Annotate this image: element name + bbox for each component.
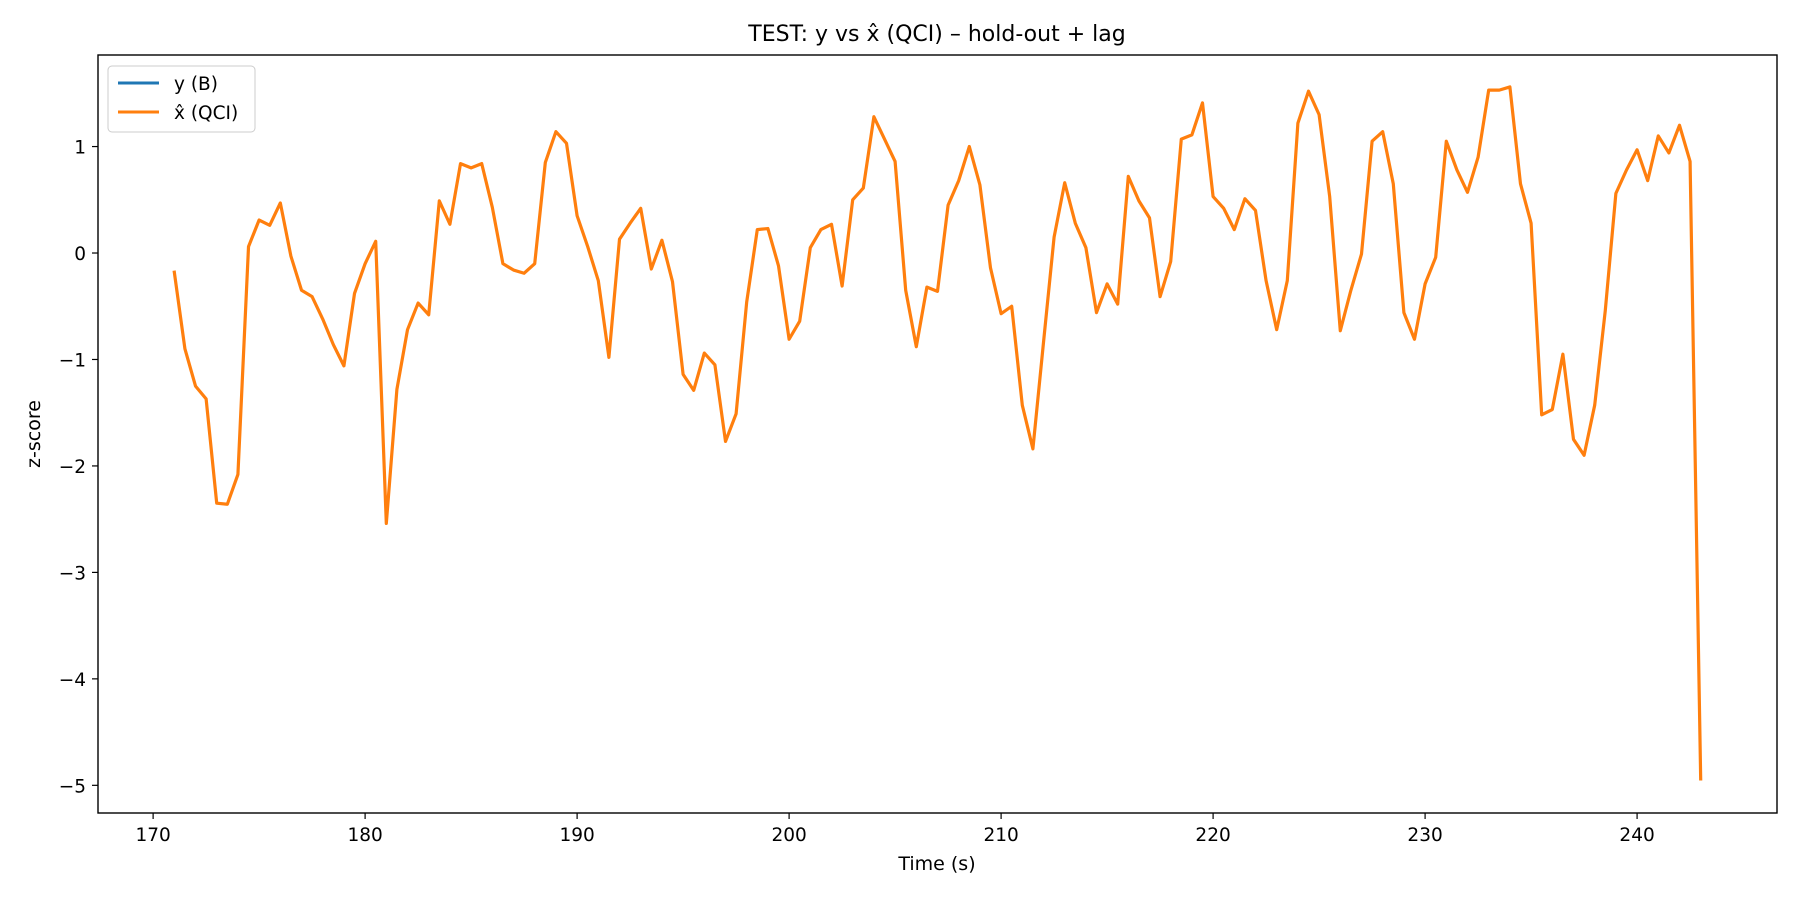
plot-area-frame: [97, 54, 1778, 814]
x-axis-label: Time (s): [897, 853, 975, 875]
y-tick-label: −2: [59, 457, 86, 478]
legend-label-x-hat-qci: x̂ (QCI): [174, 103, 238, 124]
x-tick-label: 200: [771, 825, 806, 846]
x-tick-label: 220: [1195, 825, 1230, 846]
y-tick-label: 0: [74, 244, 86, 265]
x-tick-label: 180: [347, 825, 382, 846]
y-tick-label: 1: [74, 138, 86, 159]
y-axis: 1 0 −1 −2 −3 −4 −5: [59, 138, 98, 797]
y-tick-label: −1: [59, 350, 86, 371]
legend-label-y-b: y (B): [174, 74, 218, 95]
y-tick-label: −5: [59, 776, 86, 797]
x-tick-label: 190: [559, 825, 594, 846]
x-tick-label: 210: [983, 825, 1018, 846]
x-tick-label: 230: [1407, 825, 1442, 846]
x-tick-label: 170: [135, 825, 170, 846]
y-tick-label: −4: [59, 670, 86, 691]
legend: y (B) x̂ (QCI): [107, 65, 256, 133]
y-tick-label: −3: [59, 563, 86, 584]
x-axis: 170 180 190 200 210 220 230 240: [135, 813, 1655, 846]
x-tick-label: 240: [1619, 825, 1654, 846]
chart-title: TEST: y vs x̂ (QCI) – hold-out + lag: [747, 22, 1125, 47]
series-line-x-hat-qci: [172, 85, 1703, 781]
y-axis-label: z-score: [23, 400, 45, 468]
series-layer: [172, 85, 1703, 781]
